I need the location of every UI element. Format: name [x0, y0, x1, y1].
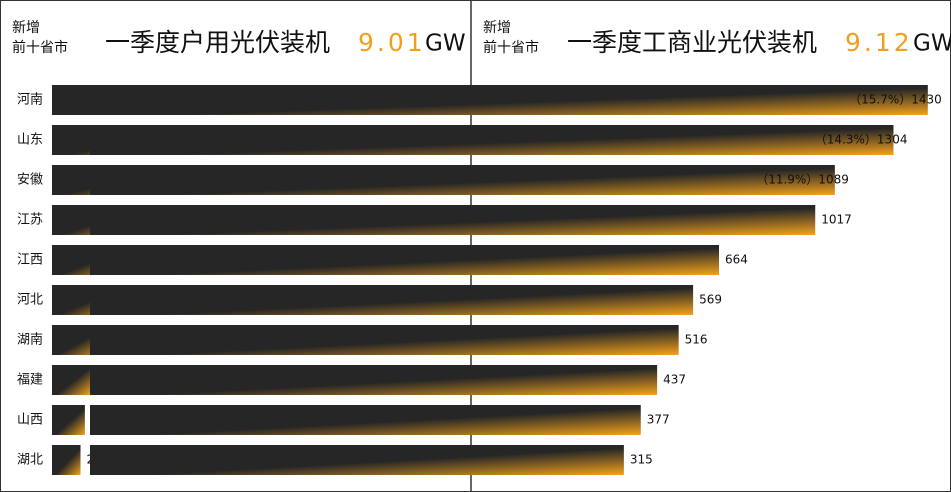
value-label: 516	[685, 333, 708, 347]
bar	[90, 405, 641, 435]
bar	[52, 445, 81, 475]
chart-title: 一季度户用光伏装机	[105, 28, 330, 57]
category-label: 江西	[17, 253, 43, 268]
value-label: 664	[725, 253, 748, 267]
annotation: 前十省市	[12, 39, 68, 56]
total-unit: GW	[425, 31, 466, 57]
category-label: 湖南	[17, 332, 43, 348]
bar	[90, 245, 720, 275]
value-label: 437	[663, 373, 686, 387]
total-value: 9.12	[845, 28, 913, 57]
bar	[90, 285, 694, 315]
bar	[90, 445, 624, 475]
category-label: 山东	[17, 133, 43, 148]
value-label: （11.9%）1089	[756, 173, 849, 187]
category-label: 湖北	[17, 453, 43, 468]
bar	[52, 405, 85, 435]
total-value: 9.01	[358, 28, 426, 57]
bar	[90, 205, 816, 235]
bar	[90, 125, 894, 155]
category-label: 山西	[17, 413, 43, 428]
bar	[90, 365, 658, 395]
category-label: 河北	[17, 293, 43, 308]
annotation: 新增	[483, 20, 511, 36]
value-label: 377	[647, 413, 670, 427]
category-label: 江苏	[17, 212, 43, 228]
value-label: 315	[630, 453, 653, 467]
bar	[52, 365, 91, 395]
value-label: （14.3%）1304	[815, 133, 908, 147]
category-label: 安徽	[17, 173, 43, 188]
bar	[90, 165, 835, 195]
annotation: 前十省市	[483, 39, 539, 56]
bar	[90, 325, 679, 355]
annotation: 新增	[12, 20, 40, 36]
value-label: 569	[699, 293, 722, 307]
category-label: 河南	[17, 92, 43, 108]
value-label: 1017	[821, 213, 852, 227]
chart-title: 一季度工商业光伏装机	[567, 28, 817, 57]
bar	[90, 85, 928, 115]
category-label: 福建	[17, 373, 43, 388]
total-unit: GW	[913, 31, 951, 57]
value-label: （15.7%）1430	[849, 93, 942, 107]
